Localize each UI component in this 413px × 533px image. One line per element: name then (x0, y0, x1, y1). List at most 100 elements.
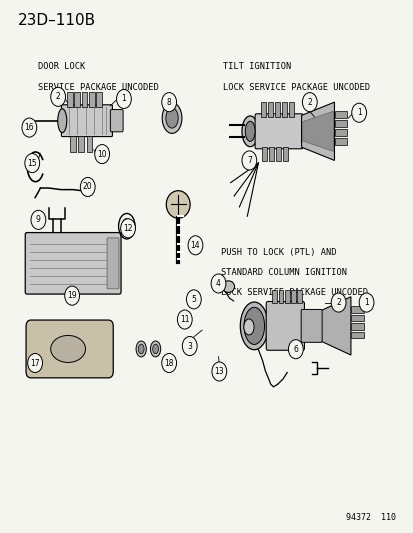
FancyBboxPatch shape (66, 92, 72, 108)
FancyBboxPatch shape (25, 232, 121, 294)
Text: 1: 1 (121, 94, 126, 103)
Text: 23D–110B: 23D–110B (18, 13, 96, 28)
FancyBboxPatch shape (282, 147, 288, 161)
FancyBboxPatch shape (266, 302, 304, 350)
Text: 12: 12 (123, 224, 133, 233)
Text: 11: 11 (180, 315, 189, 324)
Circle shape (25, 154, 40, 173)
Circle shape (51, 87, 65, 107)
Ellipse shape (243, 319, 254, 335)
Circle shape (80, 177, 95, 197)
FancyBboxPatch shape (267, 102, 273, 117)
Text: 14: 14 (190, 241, 200, 250)
Ellipse shape (166, 108, 178, 128)
Text: 4: 4 (216, 279, 221, 288)
Circle shape (161, 93, 176, 112)
Circle shape (161, 353, 176, 373)
FancyBboxPatch shape (110, 110, 123, 132)
Text: DOOR LOCK: DOOR LOCK (38, 62, 85, 71)
Text: 94372  110: 94372 110 (345, 513, 395, 522)
Circle shape (31, 211, 46, 229)
Text: 18: 18 (164, 359, 173, 367)
FancyBboxPatch shape (284, 290, 289, 303)
Text: 5: 5 (191, 295, 196, 304)
FancyBboxPatch shape (96, 92, 102, 108)
Circle shape (211, 362, 226, 381)
Text: 20: 20 (83, 182, 93, 191)
FancyBboxPatch shape (70, 136, 76, 152)
Circle shape (211, 274, 225, 293)
FancyBboxPatch shape (254, 114, 302, 149)
Ellipse shape (162, 103, 181, 133)
Text: 2: 2 (307, 98, 311, 107)
FancyBboxPatch shape (334, 111, 347, 118)
FancyBboxPatch shape (107, 238, 119, 289)
FancyBboxPatch shape (261, 147, 267, 161)
Text: PUSH TO LOCK (PTL) AND: PUSH TO LOCK (PTL) AND (221, 248, 336, 257)
FancyBboxPatch shape (272, 290, 277, 303)
FancyBboxPatch shape (351, 332, 363, 338)
FancyBboxPatch shape (61, 105, 112, 136)
FancyBboxPatch shape (351, 306, 363, 313)
FancyBboxPatch shape (300, 310, 321, 342)
Text: 2: 2 (335, 298, 340, 307)
Circle shape (95, 144, 109, 164)
FancyBboxPatch shape (290, 290, 295, 303)
Text: LOCK SERVICE PACKAGE UNCODED: LOCK SERVICE PACKAGE UNCODED (221, 288, 368, 297)
FancyBboxPatch shape (334, 129, 347, 136)
FancyBboxPatch shape (26, 320, 113, 378)
Ellipse shape (244, 121, 254, 141)
Ellipse shape (150, 341, 160, 357)
Text: 13: 13 (214, 367, 223, 376)
Circle shape (301, 93, 316, 112)
Circle shape (182, 336, 197, 356)
Text: 6: 6 (293, 345, 297, 354)
Text: TILT IGNITION: TILT IGNITION (223, 62, 291, 71)
Circle shape (241, 151, 256, 170)
Ellipse shape (240, 302, 268, 350)
Circle shape (351, 103, 366, 122)
Text: 15: 15 (27, 159, 37, 167)
Text: 8: 8 (166, 98, 171, 107)
Polygon shape (301, 102, 334, 160)
Ellipse shape (222, 281, 234, 293)
Text: LOCK SERVICE PACKAGE UNCODED: LOCK SERVICE PACKAGE UNCODED (223, 83, 370, 92)
FancyBboxPatch shape (86, 136, 92, 152)
FancyBboxPatch shape (275, 147, 281, 161)
Circle shape (186, 290, 201, 309)
Circle shape (28, 353, 43, 373)
FancyBboxPatch shape (274, 102, 280, 117)
FancyBboxPatch shape (81, 92, 87, 108)
FancyBboxPatch shape (78, 136, 84, 152)
Circle shape (288, 340, 302, 359)
Text: 16: 16 (24, 123, 34, 132)
FancyBboxPatch shape (281, 102, 287, 117)
Circle shape (177, 310, 192, 329)
Ellipse shape (243, 308, 264, 344)
Text: 10: 10 (97, 150, 107, 159)
FancyBboxPatch shape (74, 92, 80, 108)
FancyBboxPatch shape (268, 147, 274, 161)
FancyBboxPatch shape (260, 102, 266, 117)
Text: 7: 7 (246, 156, 251, 165)
Ellipse shape (152, 344, 158, 354)
FancyBboxPatch shape (288, 102, 294, 117)
Ellipse shape (138, 344, 144, 354)
FancyBboxPatch shape (297, 290, 301, 303)
Text: STANDARD COLUMN IGNITION: STANDARD COLUMN IGNITION (221, 268, 347, 277)
Text: 17: 17 (30, 359, 40, 367)
Text: 2: 2 (56, 92, 60, 101)
Ellipse shape (166, 191, 190, 218)
FancyBboxPatch shape (351, 323, 363, 329)
Circle shape (22, 118, 37, 137)
FancyBboxPatch shape (278, 290, 283, 303)
Circle shape (64, 286, 79, 305)
Text: SERVICE PACKAGE UNCODED: SERVICE PACKAGE UNCODED (38, 83, 159, 92)
Ellipse shape (50, 335, 85, 362)
Circle shape (358, 293, 373, 312)
Text: 3: 3 (187, 342, 192, 351)
Circle shape (330, 293, 345, 312)
Text: 9: 9 (36, 215, 41, 224)
Text: 19: 19 (67, 291, 77, 300)
Polygon shape (319, 297, 350, 355)
